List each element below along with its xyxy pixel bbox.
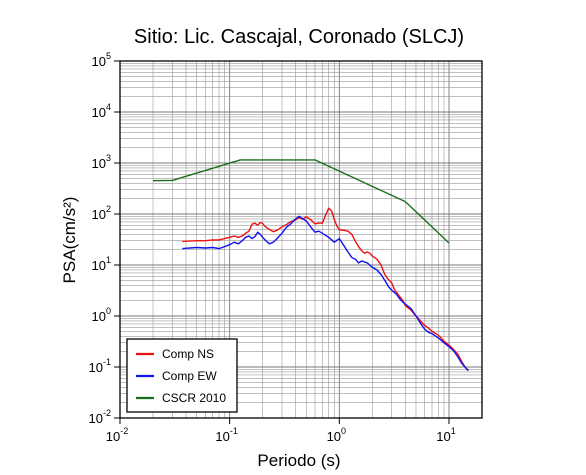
y-tick-label: 105 [92,51,111,69]
grid-lines [119,60,483,419]
y-tick-label: 100 [92,306,111,324]
x-axis-label: Periodo (s) [257,451,340,470]
legend-label-comp-ew: Comp EW [162,369,217,383]
y-tick-label: 102 [92,204,111,222]
x-tick-label: 10-1 [215,426,237,444]
y-tick-label: 104 [92,102,111,120]
series-line-cscr-2010 [152,159,450,244]
x-tick-label: 100 [327,426,346,444]
y-tick-label: 10-2 [89,408,111,426]
y-tick-label: 103 [92,153,111,171]
tick-labels: 10-2 10-1 100 101 10-2 10-1 100 101 102 103 104 105 [89,51,456,444]
chart-title: Sitio: Lic. Cascajal, Coronado (SLCJ) [134,26,464,48]
legend-label-cscr-2010: CSCR 2010 [162,391,226,405]
y-tick-label: 10-1 [89,357,111,375]
legend-label-comp-ns: Comp NS [162,347,214,361]
legend: Comp NS Comp EW CSCR 2010 [126,338,238,413]
y-tick-label: 101 [92,255,111,273]
series-line-comp-ew [182,215,469,372]
y-axis-label: PSA(cm/s²) [60,197,79,284]
plot-frame [119,60,483,419]
x-tick-label: 101 [436,426,455,444]
series-lines [152,159,469,372]
plot-border [119,60,483,419]
x-tick-label: 10-2 [106,426,128,444]
